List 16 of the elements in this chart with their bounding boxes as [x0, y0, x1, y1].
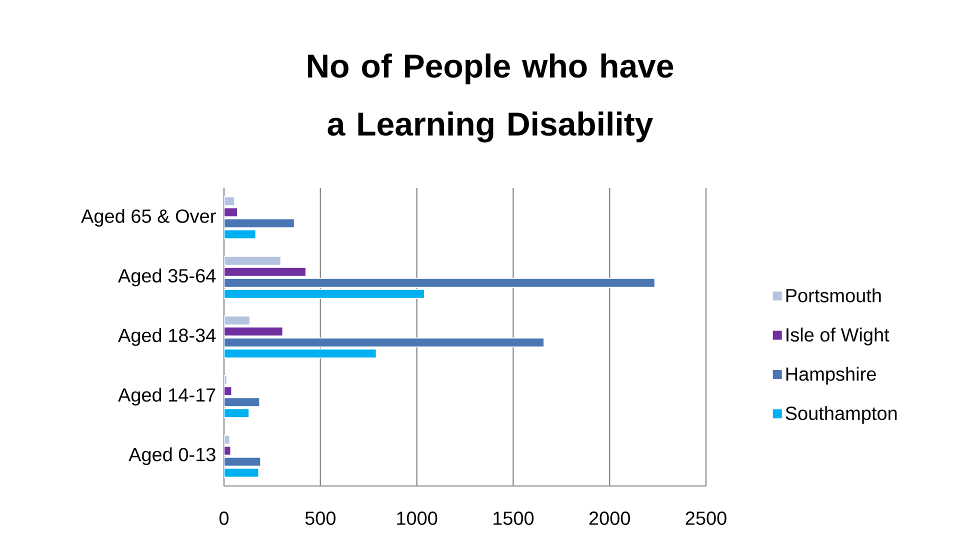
y-tick-label: Aged 35-64	[118, 268, 216, 286]
x-tick-label: 2000	[589, 512, 630, 525]
legend-label: Hampshire	[786, 366, 876, 385]
y-tick-label: Aged 18-34	[118, 328, 216, 346]
x-tick-label: 2500	[686, 512, 726, 525]
chart-title: No of People who have a Learning Disability	[308, 54, 674, 142]
x-tick-label: 1500	[494, 512, 534, 525]
x-tick-label: 500	[305, 512, 336, 525]
y-tick-label: Aged 14-17	[118, 388, 216, 406]
x-tick-label: 1000	[397, 512, 438, 525]
legend-label: Southampton	[786, 406, 897, 424]
legend-label: Isle of Wight	[786, 328, 890, 346]
x-tick-label: 0	[219, 512, 229, 525]
legend-label: Portsmouth	[786, 288, 881, 302]
y-tick-label: Aged 65 & Over	[81, 208, 216, 227]
y-tick-label: Aged 0-13	[128, 447, 216, 466]
